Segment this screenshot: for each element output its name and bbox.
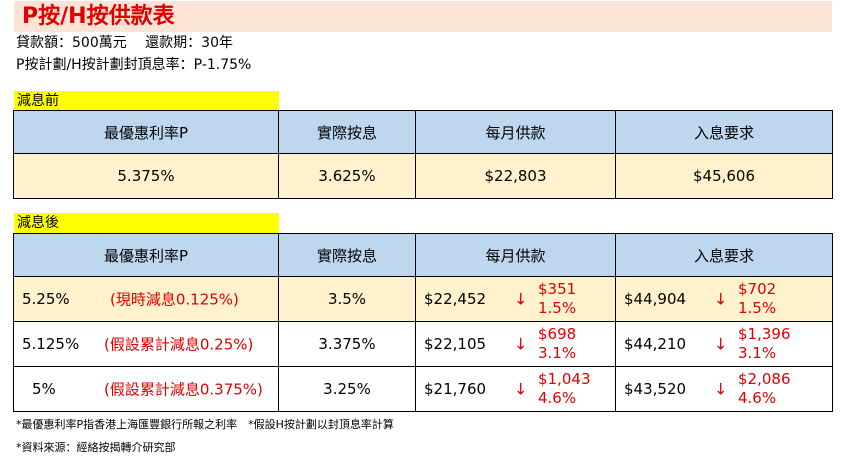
cell-prime-rate: 5.125% (假設累計減息0.25%) <box>13 321 279 367</box>
income-change-percent: 1.5% <box>738 299 777 317</box>
payment-change: $698 3.1% <box>538 325 576 363</box>
cell-income-requirement: $43,520 ↓ $2,086 4.6% <box>615 366 833 412</box>
header-actual-rate: 實際按息 <box>278 233 416 277</box>
rate-cut-note: (現時減息0.125%) <box>110 290 239 309</box>
payment-change-percent: 3.1% <box>538 344 577 362</box>
cap-rate-info: P按計劃/H按計劃封頂息率：P-1.75% <box>16 57 252 73</box>
payment-change-amount: $1,043 <box>538 370 591 388</box>
table-row: 5.375% 3.625% $22,803 $45,606 <box>13 153 833 199</box>
cell-prime-rate: 5.375% <box>13 153 279 199</box>
down-arrow-icon: ↓ <box>714 334 728 354</box>
cell-monthly-payment: $21,760 ↓ $1,043 4.6% <box>415 366 616 412</box>
cell-actual-rate: 3.5% <box>278 276 416 322</box>
table-row: 5.125% (假設累計減息0.25%) 3.375% $22,105 ↓ $6… <box>13 321 833 367</box>
payment-change: $1,043 4.6% <box>538 370 591 408</box>
table-before-cut: 最優惠利率P 實際按息 每月供款 入息要求 5.375% 3.625% $22,… <box>13 110 833 199</box>
page-title: P按/H按供款表 <box>14 1 832 32</box>
rate-cut-note: (假設累計減息0.25%) <box>104 335 254 354</box>
income-amount: $43,520 <box>624 380 687 398</box>
section-label-before: 減息前 <box>14 91 279 111</box>
rate-cut-note: (假設累計減息0.375%) <box>104 380 263 399</box>
cell-actual-rate: 3.375% <box>278 321 416 367</box>
prime-rate-value: 5.25% <box>22 290 70 308</box>
income-amount: $44,904 <box>624 290 687 308</box>
header-monthly-payment: 每月供款 <box>415 110 616 154</box>
table-after-cut: 最優惠利率P 實際按息 每月供款 入息要求 5.25% (現時減息0.125%)… <box>13 233 833 412</box>
income-amount: $44,210 <box>624 335 687 353</box>
income-change-amount: $1,396 <box>738 325 791 343</box>
income-change-amount: $2,086 <box>738 370 791 388</box>
payment-amount: $22,452 <box>424 290 487 308</box>
table-header-row: 最優惠利率P 實際按息 每月供款 入息要求 <box>13 233 833 277</box>
loan-info: 貸款額：500萬元 還款期：30年 <box>16 35 233 51</box>
cell-actual-rate: 3.625% <box>278 153 416 199</box>
header-actual-rate: 實際按息 <box>278 110 416 154</box>
payment-change: $351 1.5% <box>538 280 576 318</box>
income-change: $2,086 4.6% <box>738 370 791 408</box>
header-monthly-payment: 每月供款 <box>415 233 616 277</box>
down-arrow-icon: ↓ <box>714 289 728 309</box>
down-arrow-icon: ↓ <box>714 379 728 399</box>
payment-change-percent: 4.6% <box>538 389 577 407</box>
payment-amount: $22,105 <box>424 335 487 353</box>
down-arrow-icon: ↓ <box>514 289 528 309</box>
header-income-requirement: 入息要求 <box>615 110 833 154</box>
prime-rate-value: 5.125% <box>22 335 80 353</box>
prime-rate-value: 5% <box>32 380 56 398</box>
payment-change-amount: $351 <box>538 280 577 298</box>
income-change: $1,396 3.1% <box>738 325 791 363</box>
payment-change-amount: $698 <box>538 325 577 343</box>
cell-income-requirement: $44,210 ↓ $1,396 3.1% <box>615 321 833 367</box>
header-income-requirement: 入息要求 <box>615 233 833 277</box>
footnote-source: *資料來源：經絡按揭轉介研究部 <box>16 441 176 454</box>
cell-monthly-payment: $22,452 ↓ $351 1.5% <box>415 276 616 322</box>
down-arrow-icon: ↓ <box>514 379 528 399</box>
section-label-after: 減息後 <box>14 213 279 233</box>
income-change: $702 1.5% <box>738 280 776 318</box>
cell-actual-rate: 3.25% <box>278 366 416 412</box>
income-change-percent: 3.1% <box>738 344 777 362</box>
footnote-prime-definition: *最優惠利率P指香港上海匯豐銀行所報之利率 *假設H按計劃以封頂息率計算 <box>16 418 394 431</box>
header-prime-rate: 最優惠利率P <box>13 110 279 154</box>
cell-income-requirement: $45,606 <box>615 153 833 199</box>
table-row: 5% (假設累計減息0.375%) 3.25% $21,760 ↓ $1,043… <box>13 366 833 412</box>
payment-amount: $21,760 <box>424 380 487 398</box>
cell-prime-rate: 5.25% (現時減息0.125%) <box>13 276 279 322</box>
cell-prime-rate: 5% (假設累計減息0.375%) <box>13 366 279 412</box>
income-change-amount: $702 <box>738 280 777 298</box>
income-change-percent: 4.6% <box>738 389 777 407</box>
cell-monthly-payment: $22,803 <box>415 153 616 199</box>
cell-monthly-payment: $22,105 ↓ $698 3.1% <box>415 321 616 367</box>
table-header-row: 最優惠利率P 實際按息 每月供款 入息要求 <box>13 110 833 154</box>
down-arrow-icon: ↓ <box>514 334 528 354</box>
cell-income-requirement: $44,904 ↓ $702 1.5% <box>615 276 833 322</box>
header-prime-rate: 最優惠利率P <box>13 233 279 277</box>
table-row: 5.25% (現時減息0.125%) 3.5% $22,452 ↓ $351 1.… <box>13 276 833 322</box>
payment-change-percent: 1.5% <box>538 299 577 317</box>
